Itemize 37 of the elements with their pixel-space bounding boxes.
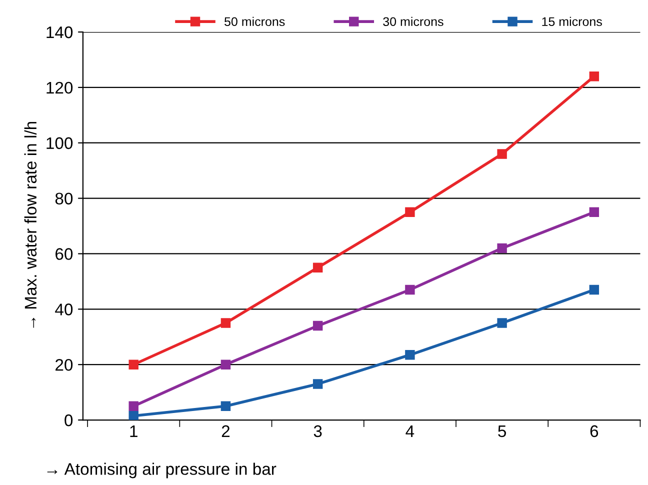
legend-label: 15 microns xyxy=(542,16,602,26)
point xyxy=(497,318,507,328)
y-tick-label: 20 xyxy=(56,358,73,371)
point xyxy=(405,284,415,295)
point xyxy=(312,262,323,272)
x-tick-label: 3 xyxy=(314,425,322,438)
point xyxy=(220,360,231,370)
point xyxy=(220,318,231,328)
y-tick-label: 40 xyxy=(55,304,73,316)
y-axis-title: → Max. water flow rate in l/h xyxy=(24,122,37,328)
legend-label: 30 microns xyxy=(383,16,444,26)
y-tick-label: 80 xyxy=(55,192,73,204)
point xyxy=(405,207,415,218)
point xyxy=(497,243,507,254)
point xyxy=(312,320,323,331)
x-tick-label: 1 xyxy=(130,425,138,437)
point xyxy=(128,401,138,412)
point xyxy=(589,71,600,82)
x-tick-label: 4 xyxy=(406,425,414,437)
point xyxy=(312,379,323,389)
y-tick-label: 140 xyxy=(46,26,73,38)
x-axis-title: → Atomising air pressure in bar xyxy=(47,462,276,478)
x-tick-label: 6 xyxy=(590,425,598,438)
point xyxy=(220,401,231,412)
point xyxy=(128,360,138,370)
x-tick-label: 5 xyxy=(498,425,506,438)
point xyxy=(128,410,138,420)
y-tick-label: 60 xyxy=(56,248,73,260)
point xyxy=(589,207,600,218)
x-tick-label: 2 xyxy=(222,425,230,437)
y-tick-label: 0 xyxy=(64,414,73,426)
point xyxy=(497,149,507,159)
legend-label: 50 microns xyxy=(224,16,285,26)
y-tick-label: 120 xyxy=(46,82,73,94)
point xyxy=(405,350,415,360)
point xyxy=(589,284,600,295)
y-tick-label: 100 xyxy=(46,137,73,150)
